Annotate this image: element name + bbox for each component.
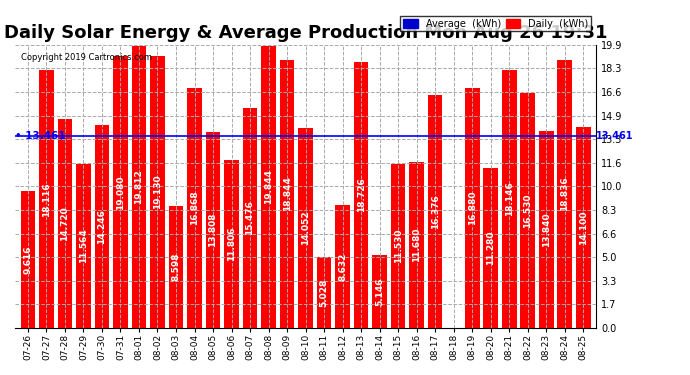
Bar — [335, 205, 350, 328]
Text: • 13.461: • 13.461 — [15, 132, 66, 141]
Bar — [168, 206, 184, 328]
Bar — [95, 125, 110, 328]
Bar — [502, 70, 517, 328]
Bar — [558, 60, 572, 328]
Bar — [187, 88, 202, 328]
Text: 19.844: 19.844 — [264, 170, 273, 204]
Text: 11.280: 11.280 — [486, 231, 495, 265]
Text: 16.880: 16.880 — [468, 191, 477, 225]
Bar — [224, 160, 239, 328]
Text: 18.844: 18.844 — [282, 177, 292, 212]
Text: 8.598: 8.598 — [172, 253, 181, 281]
Text: 16.530: 16.530 — [523, 193, 532, 228]
Text: 11.680: 11.680 — [412, 228, 421, 262]
Text: 5.146: 5.146 — [375, 277, 384, 306]
Text: 16.376: 16.376 — [431, 194, 440, 229]
Text: 14.720: 14.720 — [61, 206, 70, 241]
Text: 11.530: 11.530 — [393, 229, 402, 263]
Text: 16.868: 16.868 — [190, 191, 199, 225]
Bar — [354, 62, 368, 328]
Text: 18.836: 18.836 — [560, 177, 569, 212]
Bar — [150, 56, 165, 328]
Bar — [39, 70, 54, 328]
Bar — [243, 108, 257, 328]
Bar — [372, 255, 387, 328]
Text: 5.028: 5.028 — [319, 278, 328, 306]
Bar — [428, 95, 442, 328]
Bar — [298, 128, 313, 328]
Text: 13.461: 13.461 — [596, 132, 633, 141]
Text: 19.080: 19.080 — [116, 175, 125, 210]
Text: 13.808: 13.808 — [208, 213, 217, 247]
Bar — [261, 46, 276, 328]
Text: 14.246: 14.246 — [97, 209, 106, 244]
Text: 19.812: 19.812 — [135, 170, 144, 204]
Bar — [539, 131, 553, 328]
Bar — [279, 60, 295, 328]
Text: 18.726: 18.726 — [357, 177, 366, 212]
Bar — [206, 132, 220, 328]
Text: 9.616: 9.616 — [23, 246, 32, 274]
Bar — [464, 88, 480, 328]
Bar — [409, 162, 424, 328]
Bar — [76, 164, 91, 328]
Bar — [520, 93, 535, 328]
Text: 19.130: 19.130 — [153, 175, 162, 209]
Bar — [57, 118, 72, 328]
Bar — [21, 191, 35, 328]
Text: 18.116: 18.116 — [42, 182, 51, 216]
Bar — [132, 46, 146, 328]
Text: 15.476: 15.476 — [246, 201, 255, 236]
Text: 18.146: 18.146 — [504, 182, 513, 216]
Text: 13.840: 13.840 — [542, 212, 551, 247]
Text: 14.100: 14.100 — [579, 210, 588, 245]
Title: Daily Solar Energy & Average Production Mon Aug 26 19:31: Daily Solar Energy & Average Production … — [4, 24, 607, 42]
Text: 11.806: 11.806 — [227, 227, 236, 261]
Bar — [391, 164, 406, 328]
Text: 11.564: 11.564 — [79, 228, 88, 263]
Bar — [317, 256, 331, 328]
Text: Copyright 2019 Cartronics.com: Copyright 2019 Cartronics.com — [21, 53, 152, 62]
Bar — [113, 57, 128, 328]
Text: 14.052: 14.052 — [301, 211, 310, 246]
Legend: Average  (kWh), Daily  (kWh): Average (kWh), Daily (kWh) — [400, 16, 591, 32]
Bar — [575, 128, 591, 328]
Text: 8.632: 8.632 — [338, 252, 347, 281]
Bar — [483, 168, 498, 328]
